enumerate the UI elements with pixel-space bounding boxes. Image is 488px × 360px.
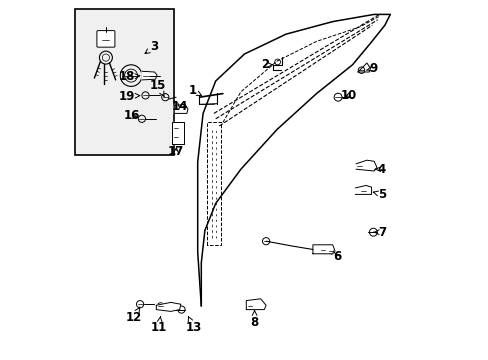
Text: 19: 19 bbox=[119, 90, 140, 103]
Text: 17: 17 bbox=[168, 145, 184, 158]
FancyBboxPatch shape bbox=[97, 31, 115, 47]
Text: 2: 2 bbox=[261, 58, 272, 71]
Polygon shape bbox=[142, 71, 157, 80]
Text: 8: 8 bbox=[250, 311, 258, 329]
Text: 12: 12 bbox=[125, 307, 142, 324]
Polygon shape bbox=[355, 185, 371, 194]
Text: 4: 4 bbox=[374, 163, 386, 176]
Text: 6: 6 bbox=[333, 250, 341, 263]
Text: 14: 14 bbox=[171, 100, 187, 113]
Polygon shape bbox=[174, 104, 187, 113]
Text: 15: 15 bbox=[150, 79, 166, 96]
Text: 9: 9 bbox=[366, 62, 377, 75]
Text: 1: 1 bbox=[188, 84, 201, 97]
Text: 13: 13 bbox=[185, 316, 201, 334]
Text: 3: 3 bbox=[145, 40, 158, 54]
Text: 16: 16 bbox=[124, 109, 140, 122]
Text: 7: 7 bbox=[373, 226, 386, 239]
Polygon shape bbox=[172, 122, 183, 144]
Polygon shape bbox=[312, 245, 334, 254]
Bar bbox=[75, 9, 174, 155]
Text: 11: 11 bbox=[150, 317, 166, 334]
Polygon shape bbox=[355, 160, 376, 171]
Text: 10: 10 bbox=[340, 89, 356, 102]
Polygon shape bbox=[156, 302, 181, 311]
Text: 5: 5 bbox=[372, 188, 386, 201]
Text: 18: 18 bbox=[119, 70, 140, 83]
Polygon shape bbox=[246, 299, 265, 310]
